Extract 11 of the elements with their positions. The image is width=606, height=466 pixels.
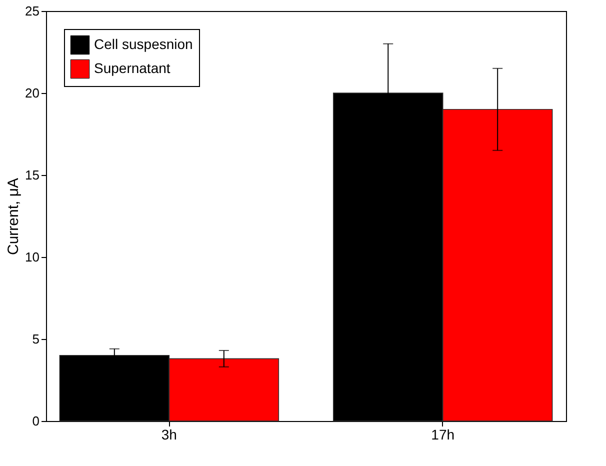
- x-tick-label: 17h: [431, 426, 455, 442]
- y-tick-label: 0: [32, 414, 40, 428]
- y-tick-label: 10: [25, 250, 40, 264]
- y-tick-label: 25: [25, 4, 40, 18]
- legend-label: Cell suspesnion: [94, 36, 193, 52]
- x-tick-label: 3h: [161, 426, 177, 442]
- y-axis-title: Current, μA: [5, 178, 22, 255]
- y-tick-label: 15: [25, 168, 40, 182]
- y-tick-label: 20: [25, 86, 40, 100]
- y-tick-label: 5: [32, 332, 40, 346]
- legend-label: Supernatant: [94, 60, 170, 76]
